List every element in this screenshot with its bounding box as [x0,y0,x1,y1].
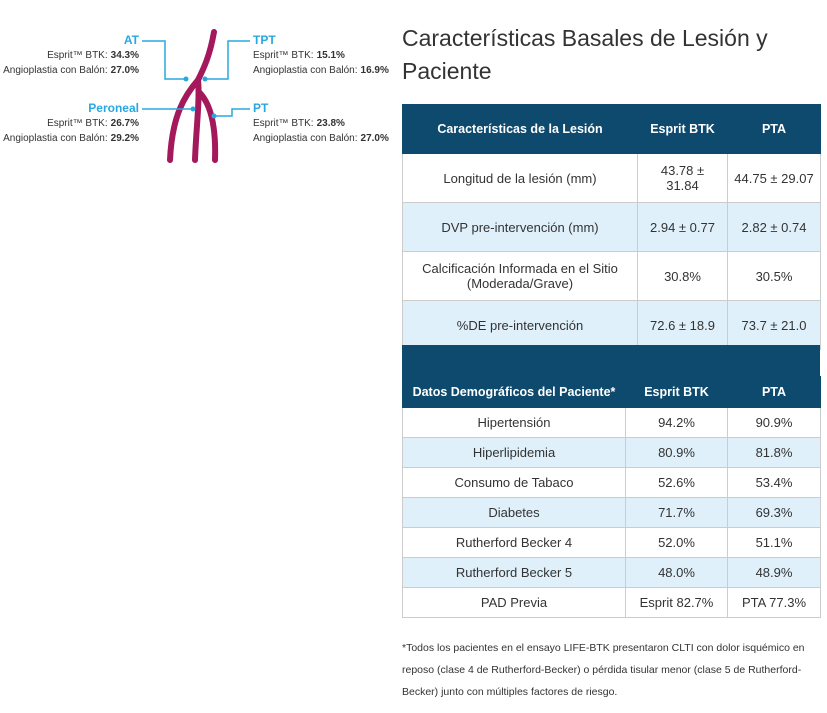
stat-value: 16.9% [360,65,389,76]
vessel-label: AT Esprit™ BTK: 34.3% Angioplastia con Baló… [3,33,139,78]
stat-value: 23.8% [316,118,345,129]
cell: Calcificación Informada en el Sitio (Mod… [402,251,638,301]
vessel-name: AT [123,33,139,47]
header-cell: Datos Demográficos del Paciente* [402,376,626,408]
cell: Hiperlipidemia [402,437,626,468]
cell: 80.9% [625,437,728,468]
stat-text: Esprit™ BTK: [47,50,108,61]
row: Rutherford Becker 5 48.0% 48.9% [402,557,821,588]
row: Rutherford Becker 4 52.0% 51.1% [402,527,821,558]
stat-value: 26.7% [110,118,139,129]
stat-text: Esprit™ BTK: [253,118,314,129]
stat-line: Angioplastia con Balón: 29.2% [3,131,139,146]
cell: Longitud de la lesión (mm) [402,153,638,203]
header-cell: Esprit BTK [625,376,728,408]
cell: 81.8% [727,437,821,468]
cell: DVP pre-intervención (mm) [402,202,638,252]
cell: %DE pre-intervención [402,300,638,350]
stat-line: Esprit™ BTK: 34.3% [3,48,139,63]
cell: 69.3% [727,497,821,528]
row: Longitud de la lesión (mm) 43.78 ± 31.84 4… [402,153,821,203]
header-cell: Esprit BTK [637,104,728,154]
cell: 48.9% [727,557,821,588]
header-cell: Características de la Lesión [402,104,638,154]
row: Consumo de Tabaco 52.6% 53.4% [402,467,821,498]
stat-value: 27.0% [360,133,389,144]
cell: PTA 77.3% [727,587,821,618]
cell: Consumo de Tabaco [402,467,626,498]
cell: 90.9% [727,407,821,438]
row: %DE pre-intervención 72.6 ± 18.9 73.7 ± 21… [402,300,821,350]
stat-line: Angioplastia con Balón: 27.0% [253,131,389,146]
stat-text: Angioplastia con Balón: [253,65,358,76]
cell: Rutherford Becker 5 [402,557,626,588]
row: Hipertensión 94.2% 90.9% [402,407,821,438]
cell: 52.6% [625,467,728,498]
lesion-table: Características de la Lesión Esprit BTK PT… [402,104,821,350]
cell: 51.1% [727,527,821,558]
vessel-label: PT Esprit™ BTK: 23.8% Angioplastia con Baló… [253,101,389,146]
row: Hiperlipidemia 80.9% 81.8% [402,437,821,468]
cell: 2.94 ± 0.77 [637,202,728,252]
stat-text: Angioplastia con Balón: [253,133,358,144]
vessel-name: TPT [253,33,276,47]
stat-value: 15.1% [316,50,345,61]
cell: 71.7% [625,497,728,528]
vessel-label: TPT Esprit™ BTK: 15.1% Angioplastia con Bal… [253,33,389,78]
stat-text: Esprit™ BTK: [253,50,314,61]
stat-text: Esprit™ BTK: [47,118,108,129]
stat-text: Angioplastia con Balón: [3,65,108,76]
cell: 94.2% [625,407,728,438]
separator-band [402,345,820,376]
cell: 73.7 ± 21.0 [727,300,821,350]
cell: Hipertensión [402,407,626,438]
row: DVP pre-intervención (mm) 2.94 ± 0.77 2.82… [402,202,821,252]
cell: 43.78 ± 31.84 [637,153,728,203]
stat-line: Angioplastia con Balón: 27.0% [3,63,139,78]
vessel-diagram [142,29,250,163]
cell: 30.8% [637,251,728,301]
vessel-label: Peroneal Esprit™ BTK: 26.7% Angioplastia co… [3,101,139,146]
cell: 48.0% [625,557,728,588]
cell: 53.4% [727,467,821,498]
cell: 30.5% [727,251,821,301]
vessel-name: PT [253,101,269,115]
stat-value: 29.2% [110,133,139,144]
stat-value: 27.0% [110,65,139,76]
title: Características Basales de Lesión y Paci… [402,25,768,84]
footnote: *Todos los pacientes en el ensayo LIFE-B… [402,642,805,698]
cell: Esprit 82.7% [625,587,728,618]
cell: 72.6 ± 18.9 [637,300,728,350]
header-row: Características de la Lesión Esprit BTK PT… [402,104,821,154]
header-cell: PTA [727,104,821,154]
stat-text: Angioplastia con Balón: [3,133,108,144]
cell: Rutherford Becker 4 [402,527,626,558]
patient-table: Datos Demográficos del Paciente* Esprit B… [402,376,821,618]
row: Calcificación Informada en el Sitio (Mod… [402,251,821,301]
header-row: Datos Demográficos del Paciente* Esprit B… [402,376,821,408]
stat-line: Angioplastia con Balón: 16.9% [253,63,389,78]
cell: 2.82 ± 0.74 [727,202,821,252]
row: PAD Previa Esprit 82.7% PTA 77.3% [402,587,821,618]
stat-line: Esprit™ BTK: 23.8% [253,116,389,131]
row: Diabetes 71.7% 69.3% [402,497,821,528]
header-cell: PTA [727,376,821,408]
cell: 44.75 ± 29.07 [727,153,821,203]
stat-line: Esprit™ BTK: 15.1% [253,48,389,63]
stat-value: 34.3% [110,50,139,61]
vessel-name: Peroneal [88,101,139,115]
cell: 52.0% [625,527,728,558]
cell: Diabetes [402,497,626,528]
stat-line: Esprit™ BTK: 26.7% [3,116,139,131]
cell: PAD Previa [402,587,626,618]
